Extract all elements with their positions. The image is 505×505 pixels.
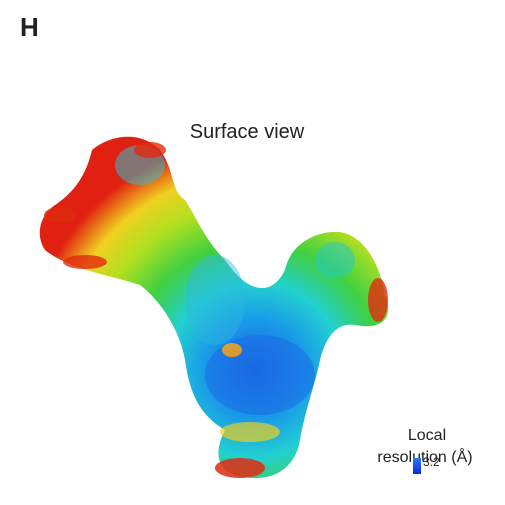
color-scale [413,458,421,474]
legend-title: Local [408,427,446,444]
scale-label: 3.2 [423,455,440,469]
panel-label: H [20,12,39,42]
density-map [39,136,389,479]
legend-title: resolution (Å) [377,447,472,466]
title: Surface view [190,121,305,143]
